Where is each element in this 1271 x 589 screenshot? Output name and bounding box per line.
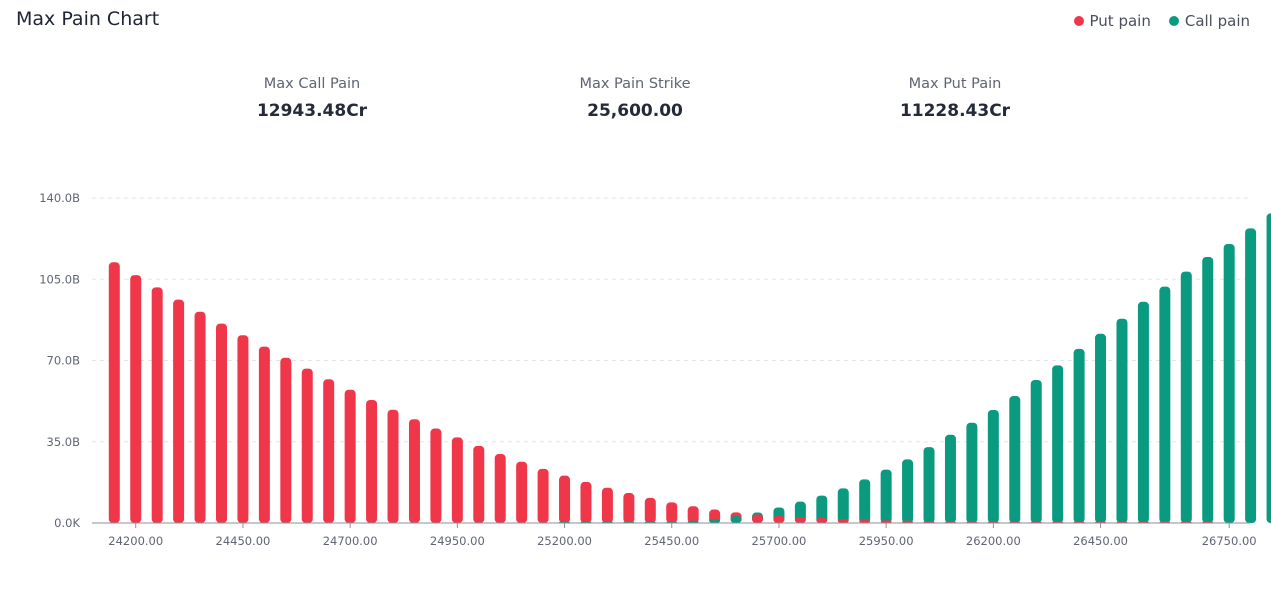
call-pain-bar[interactable] [1137,301,1149,523]
put-pain-bar[interactable] [752,514,763,523]
y-tick-label: 70.0B [47,354,81,368]
put-pain-bar[interactable] [194,311,206,523]
legend-call-pain[interactable]: Call pain [1168,12,1250,30]
chart-header: Max Pain Chart Put pain Call pain [0,0,1271,50]
x-tick-label: 24200.00 [108,534,163,548]
legend-put-pain-label: Put pain [1089,12,1151,30]
call-pain-bar[interactable] [1009,396,1021,523]
put-pain-bar[interactable] [173,299,185,523]
put-pain-bar[interactable] [902,520,914,523]
x-tick-label: 25200.00 [537,534,592,548]
call-pain-bar[interactable] [1223,243,1235,523]
x-tick-label: 24450.00 [216,534,271,548]
put-pain-bar[interactable] [216,323,227,523]
put-pain-bar[interactable] [794,516,806,523]
call-pain-bar[interactable] [944,434,956,523]
stat-max-pain-strike: Max Pain Strike 25,600.00 [535,76,735,121]
put-pain-bar[interactable] [451,437,463,523]
call-pain-bar[interactable] [1245,228,1257,523]
call-pain-bar[interactable] [1202,256,1214,523]
put-pain-bar[interactable] [387,409,399,523]
stat-max-pain-strike-value: 25,600.00 [587,101,683,121]
put-pain-bar[interactable] [494,454,506,523]
call-pain-bar[interactable] [1052,365,1064,523]
put-pain-bar[interactable] [237,335,249,523]
y-tick-label: 140.0B [39,191,80,205]
stat-max-put-pain-label: Max Put Pain [908,76,1002,92]
call-pain-bar[interactable] [1116,318,1128,523]
call-pain-bar[interactable] [987,409,999,523]
put-pain-bar[interactable] [537,468,549,523]
call-pain-dot-icon [1168,16,1179,26]
put-pain-bar[interactable] [430,428,442,523]
call-pain-bar[interactable] [837,488,849,523]
x-tick-label: 26450.00 [1073,534,1128,548]
put-pain-bar[interactable] [773,515,785,523]
y-tick-label: 35.0B [47,435,81,449]
x-tick-label: 24950.00 [430,534,485,548]
stat-max-call-pain-value: 12943.48Cr [256,101,368,121]
x-tick-label: 24700.00 [323,534,378,548]
call-pain-bar[interactable] [1180,271,1192,523]
put-pain-bar[interactable] [559,475,571,523]
call-pain-bar[interactable] [687,520,699,523]
stat-max-put-pain-value: 11228.43Cr [899,101,1011,121]
call-pain-bar[interactable] [966,422,978,523]
x-tick-label: 25950.00 [859,534,914,548]
put-pain-bar[interactable] [601,487,613,523]
call-pain-bar[interactable] [816,495,828,523]
call-pain-bar[interactable] [709,518,721,523]
put-pain-bar[interactable] [816,517,828,523]
put-pain-bar[interactable] [323,379,335,523]
call-pain-bar[interactable] [1030,380,1042,523]
put-pain-bar[interactable] [301,368,313,523]
max-pain-bar-chart: 0.0K 35.0B 70.0B 105.0B 140.0B 24200.00 24450.… [39,191,1271,548]
put-pain-bar[interactable] [366,399,378,523]
chart-bars [108,213,1271,523]
put-pain-bar[interactable] [408,419,420,523]
put-pain-bar[interactable] [623,493,635,523]
call-pain-bar[interactable] [1095,333,1107,523]
call-pain-bar[interactable] [859,479,871,523]
call-pain-bar[interactable] [902,459,914,523]
legend-put-pain[interactable]: Put pain [1073,12,1151,30]
stat-max-put-pain: Max Put Pain 11228.43Cr [855,76,1055,121]
put-pain-bar[interactable] [516,461,528,523]
x-tick-label: 26200.00 [966,534,1021,548]
x-tick-label: 26750.00 [1202,534,1257,548]
stat-max-pain-strike-label: Max Pain Strike [579,76,691,92]
chart-legend: Put pain Call pain [1073,12,1250,30]
stat-max-call-pain-label: Max Call Pain [263,76,361,92]
chart-axes: 0.0K 35.0B 70.0B 105.0B 140.0B 24200.00 24450.… [39,191,1256,548]
put-pain-bar[interactable] [880,520,892,523]
put-pain-bar[interactable] [258,346,270,523]
put-pain-bar[interactable] [580,481,592,523]
put-pain-bar[interactable] [280,357,292,523]
put-pain-bar[interactable] [666,502,678,523]
put-pain-dot-icon [1073,16,1084,26]
y-tick-label: 0.0K [54,516,80,530]
stat-max-call-pain: Max Call Pain 12943.48Cr [212,76,412,121]
put-pain-bar[interactable] [473,445,485,523]
y-tick-label: 105.0B [39,272,80,286]
put-pain-bar[interactable] [859,519,871,523]
put-pain-bar[interactable] [344,389,356,523]
call-pain-bar[interactable] [1266,213,1271,523]
put-pain-bar[interactable] [130,275,142,523]
put-pain-bar[interactable] [644,497,656,523]
legend-call-pain-label: Call pain [1184,12,1250,30]
call-pain-bar[interactable] [923,447,935,523]
pain-stats: Max Call Pain 12943.48Cr Max Pain Strike… [0,76,1271,136]
x-tick-label: 25700.00 [752,534,807,548]
call-pain-bar[interactable] [880,469,892,523]
call-pain-bar[interactable] [730,516,742,523]
call-pain-bar[interactable] [1073,348,1085,523]
put-pain-bar[interactable] [837,518,849,523]
x-tick-label: 25450.00 [644,534,699,548]
put-pain-bar[interactable] [108,262,120,523]
page-title: Max Pain Chart [16,8,160,30]
call-pain-bar[interactable] [1159,286,1171,523]
put-pain-bar[interactable] [151,287,163,523]
put-pain-bar[interactable] [687,506,699,523]
